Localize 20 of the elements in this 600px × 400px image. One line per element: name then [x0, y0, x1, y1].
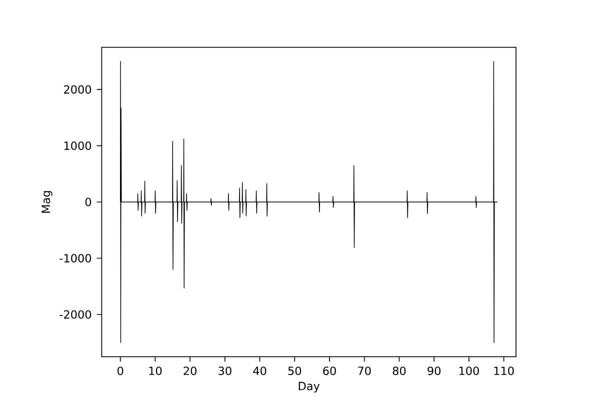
x-tick-label: 30: [218, 366, 232, 376]
y-tick-label: 2000: [64, 85, 92, 94]
x-tick-label: 0: [118, 366, 124, 376]
x-tick-label: 80: [392, 366, 406, 376]
x-tick-label: 100: [459, 366, 479, 376]
x-tick-label: 20: [184, 366, 196, 376]
x-tick-label: 40: [253, 366, 266, 376]
y-tick-label: 1000: [64, 141, 92, 150]
x-tick-label: 70: [358, 366, 371, 376]
y-tick-label: -2000: [60, 310, 92, 319]
x-tick-label: 50: [288, 366, 302, 376]
x-tick-label: 90: [428, 366, 440, 376]
x-tick-label: 10: [149, 366, 162, 376]
x-tick-label: 60: [323, 366, 336, 376]
y-tick-label: 0: [85, 198, 92, 206]
x-tick-label: 110: [494, 366, 514, 376]
y-axis-title: Mag: [42, 191, 52, 213]
x-axis-title: Day: [298, 382, 320, 392]
y-tick-label: -1000: [60, 254, 92, 262]
line-series: [120, 61, 498, 343]
